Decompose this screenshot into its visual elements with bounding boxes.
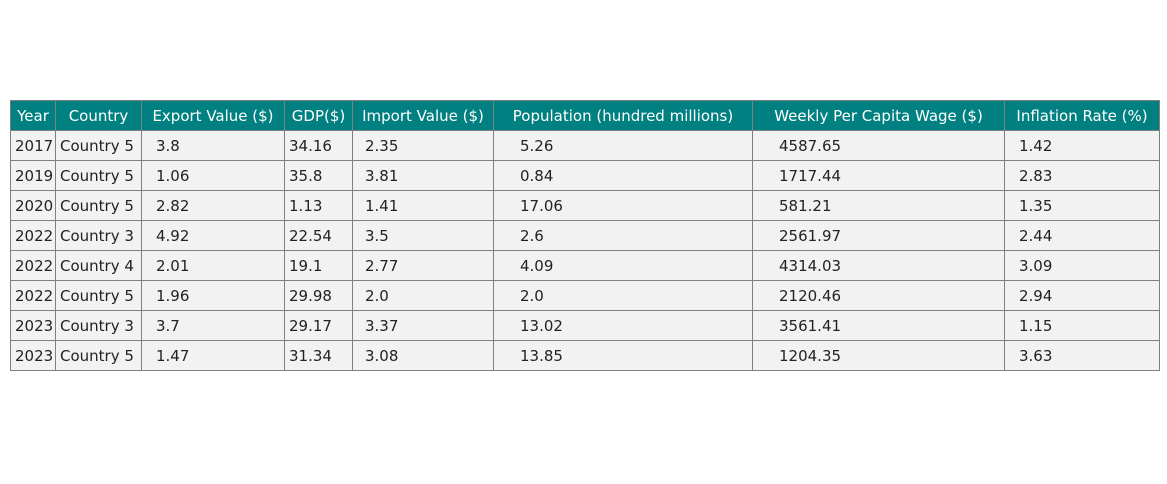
table-row: 2022 Country 5 1.96 29.98 2.0 2.0 2120.46 2.94 — [10, 280, 1160, 311]
table-cell: Country 5 — [55, 340, 142, 371]
table-cell: Country 3 — [55, 310, 142, 341]
table-cell: 0.84 — [493, 160, 753, 191]
table-row: 2019 Country 5 1.06 35.8 3.81 0.84 1717.44 2.83 — [10, 160, 1160, 191]
table-cell: 29.98 — [284, 280, 353, 311]
table-cell: 4.92 — [141, 220, 285, 251]
table-cell: 3.5 — [352, 220, 494, 251]
table-cell: 22.54 — [284, 220, 353, 251]
table-cell: 2023 — [10, 340, 56, 371]
table-cell: 1.42 — [1004, 130, 1160, 161]
table-cell: 2.82 — [141, 190, 285, 221]
table-cell: 35.8 — [284, 160, 353, 191]
table-cell: 1.35 — [1004, 190, 1160, 221]
table-cell: 3.81 — [352, 160, 494, 191]
table-cell: 1.96 — [141, 280, 285, 311]
table-cell: 2022 — [10, 280, 56, 311]
table-cell: 4.09 — [493, 250, 753, 281]
table-cell: 2120.46 — [752, 280, 1005, 311]
column-header: Export Value ($) — [141, 100, 285, 131]
table-cell: 2.6 — [493, 220, 753, 251]
table-cell: 3.7 — [141, 310, 285, 341]
table-cell: 2023 — [10, 310, 56, 341]
table-cell: 29.17 — [284, 310, 353, 341]
table-cell: 3.09 — [1004, 250, 1160, 281]
table-row: 2022 Country 4 2.01 19.1 2.77 4.09 4314.03 3.09 — [10, 250, 1160, 281]
table-cell: 2.83 — [1004, 160, 1160, 191]
column-header: Year — [10, 100, 56, 131]
table-row: 2022 Country 3 4.92 22.54 3.5 2.6 2561.97 2.44 — [10, 220, 1160, 251]
table-cell: 3.63 — [1004, 340, 1160, 371]
table-cell: 581.21 — [752, 190, 1005, 221]
table-cell: 1.13 — [284, 190, 353, 221]
table-cell: 2.94 — [1004, 280, 1160, 311]
data-table: Year Country Export Value ($) GDP($) Import … — [10, 100, 1160, 371]
table-cell: 13.85 — [493, 340, 753, 371]
column-header: Country — [55, 100, 142, 131]
table-cell: 2020 — [10, 190, 56, 221]
table-cell: 3.37 — [352, 310, 494, 341]
table-cell: 17.06 — [493, 190, 753, 221]
table-cell: 2.01 — [141, 250, 285, 281]
table-cell: 2.44 — [1004, 220, 1160, 251]
table-cell: 1717.44 — [752, 160, 1005, 191]
table-cell: 2019 — [10, 160, 56, 191]
table-cell: 4587.65 — [752, 130, 1005, 161]
table-row: 2017 Country 5 3.8 34.16 2.35 5.26 4587.65 1.42 — [10, 130, 1160, 161]
table-cell: 19.1 — [284, 250, 353, 281]
table-cell: 1.41 — [352, 190, 494, 221]
table-cell: 1204.35 — [752, 340, 1005, 371]
table-cell: Country 5 — [55, 190, 142, 221]
column-header: GDP($) — [284, 100, 353, 131]
table-cell: 31.34 — [284, 340, 353, 371]
table-cell: Country 4 — [55, 250, 142, 281]
column-header: Population (hundred millions) — [493, 100, 753, 131]
table-cell: 2.35 — [352, 130, 494, 161]
table-cell: Country 5 — [55, 280, 142, 311]
table-cell: 34.16 — [284, 130, 353, 161]
table-cell: 1.47 — [141, 340, 285, 371]
table-cell: 2561.97 — [752, 220, 1005, 251]
table-cell: 2022 — [10, 220, 56, 251]
table-cell: Country 5 — [55, 130, 142, 161]
table-row: 2023 Country 5 1.47 31.34 3.08 13.85 1204.35 3.… — [10, 340, 1160, 371]
data-table-container: Year Country Export Value ($) GDP($) Import … — [10, 100, 1160, 371]
table-cell: 1.15 — [1004, 310, 1160, 341]
table-cell: 2.0 — [352, 280, 494, 311]
table-row: 2023 Country 3 3.7 29.17 3.37 13.02 3561.41 1.1… — [10, 310, 1160, 341]
table-cell: 2.77 — [352, 250, 494, 281]
table-cell: Country 3 — [55, 220, 142, 251]
table-cell: 3561.41 — [752, 310, 1005, 341]
column-header: Inflation Rate (%) — [1004, 100, 1160, 131]
table-cell: 1.06 — [141, 160, 285, 191]
column-header: Weekly Per Capita Wage ($) — [752, 100, 1005, 131]
table-cell: 13.02 — [493, 310, 753, 341]
table-cell: 2.0 — [493, 280, 753, 311]
table-cell: 3.08 — [352, 340, 494, 371]
table-header-row: Year Country Export Value ($) GDP($) Import … — [10, 100, 1160, 131]
table-cell: 4314.03 — [752, 250, 1005, 281]
table-row: 2020 Country 5 2.82 1.13 1.41 17.06 581.21 1.35 — [10, 190, 1160, 221]
table-cell: 5.26 — [493, 130, 753, 161]
table-cell: 2017 — [10, 130, 56, 161]
table-cell: Country 5 — [55, 160, 142, 191]
table-cell: 3.8 — [141, 130, 285, 161]
table-cell: 2022 — [10, 250, 56, 281]
table-body: 2017 Country 5 3.8 34.16 2.35 5.26 4587.65 1.42… — [10, 130, 1160, 371]
column-header: Import Value ($) — [352, 100, 494, 131]
